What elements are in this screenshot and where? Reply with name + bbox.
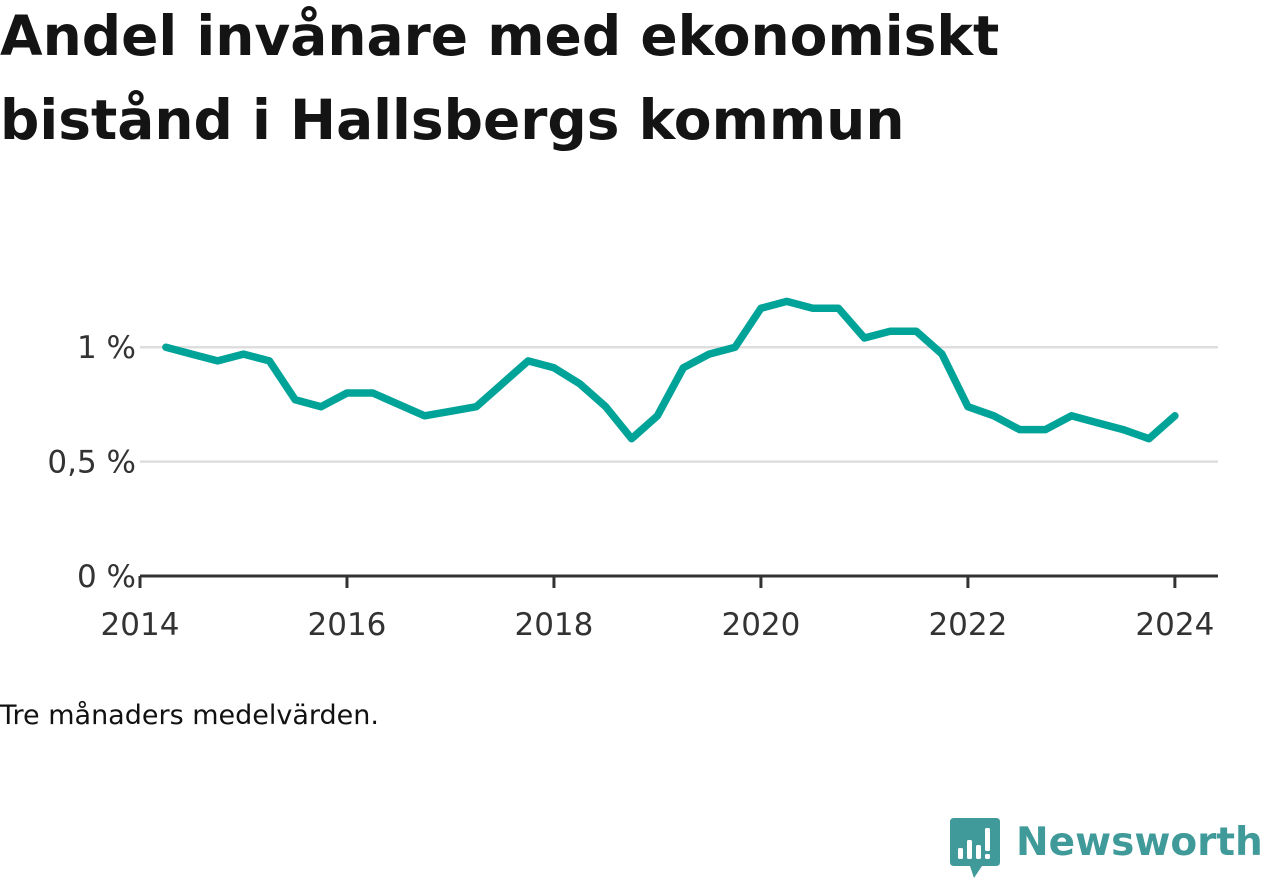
x-tick-label: 2020 (721, 607, 800, 643)
x-axis-ticks: 2014 2016 2018 2020 2022 2024 (101, 576, 1214, 643)
line-chart: 0 % 0,5 % 1 % 2014 2016 2018 2020 2022 2024 (47, 297, 1218, 643)
y-tick-label: 1 % (77, 330, 136, 366)
chart-note: Tre månaders medelvärden. (0, 700, 379, 731)
x-tick-label: 2024 (1135, 607, 1214, 643)
x-tick-label: 2018 (514, 607, 593, 643)
series-line (162, 297, 1179, 443)
y-axis-ticks: 0 % 0,5 % 1 % (47, 330, 136, 595)
newsworthy-chart-bubble-icon (950, 818, 1000, 878)
brand-logo: Newsworthy (950, 818, 1262, 880)
brand-name: Newsworthy (1016, 820, 1262, 865)
y-tick-label: 0,5 % (47, 445, 136, 481)
gridlines (140, 345, 1218, 463)
y-tick-label: 0 % (77, 559, 136, 595)
x-tick-label: 2014 (101, 607, 180, 643)
chart-title: Andel invånare med ekonomiskt bistånd i … (0, 4, 1000, 152)
x-tick-label: 2016 (308, 607, 387, 643)
x-tick-label: 2022 (928, 607, 1007, 643)
